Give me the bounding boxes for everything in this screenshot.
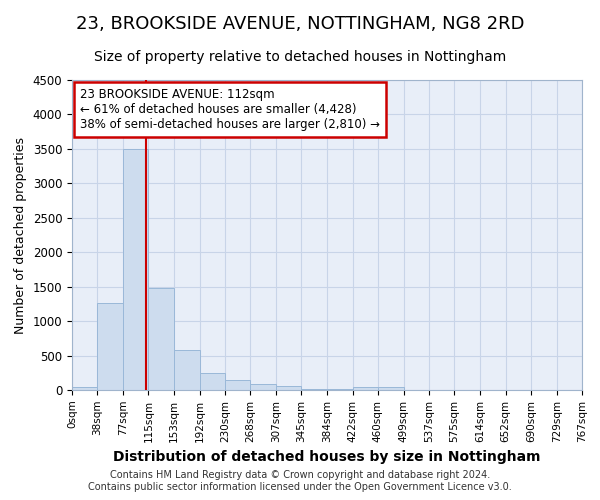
Bar: [225, 380, 250, 390]
Bar: [72, 387, 97, 390]
X-axis label: Distribution of detached houses by size in Nottingham: Distribution of detached houses by size …: [113, 450, 541, 464]
Bar: [250, 384, 276, 390]
Bar: [353, 387, 378, 390]
Y-axis label: Number of detached properties: Number of detached properties: [14, 136, 27, 334]
Bar: [97, 302, 123, 390]
Bar: [200, 373, 225, 390]
Bar: [301, 388, 328, 390]
Bar: [378, 386, 404, 390]
Text: 23 BROOKSIDE AVENUE: 112sqm
← 61% of detached houses are smaller (4,428)
38% of : 23 BROOKSIDE AVENUE: 112sqm ← 61% of det…: [80, 88, 380, 130]
Bar: [276, 386, 301, 390]
Text: Contains HM Land Registry data © Crown copyright and database right 2024.: Contains HM Land Registry data © Crown c…: [110, 470, 490, 480]
Text: 23, BROOKSIDE AVENUE, NOTTINGHAM, NG8 2RD: 23, BROOKSIDE AVENUE, NOTTINGHAM, NG8 2R…: [76, 15, 524, 33]
Bar: [148, 288, 174, 390]
Text: Contains public sector information licensed under the Open Government Licence v3: Contains public sector information licen…: [88, 482, 512, 492]
Bar: [174, 350, 200, 390]
Bar: [123, 149, 148, 390]
Text: Size of property relative to detached houses in Nottingham: Size of property relative to detached ho…: [94, 50, 506, 64]
